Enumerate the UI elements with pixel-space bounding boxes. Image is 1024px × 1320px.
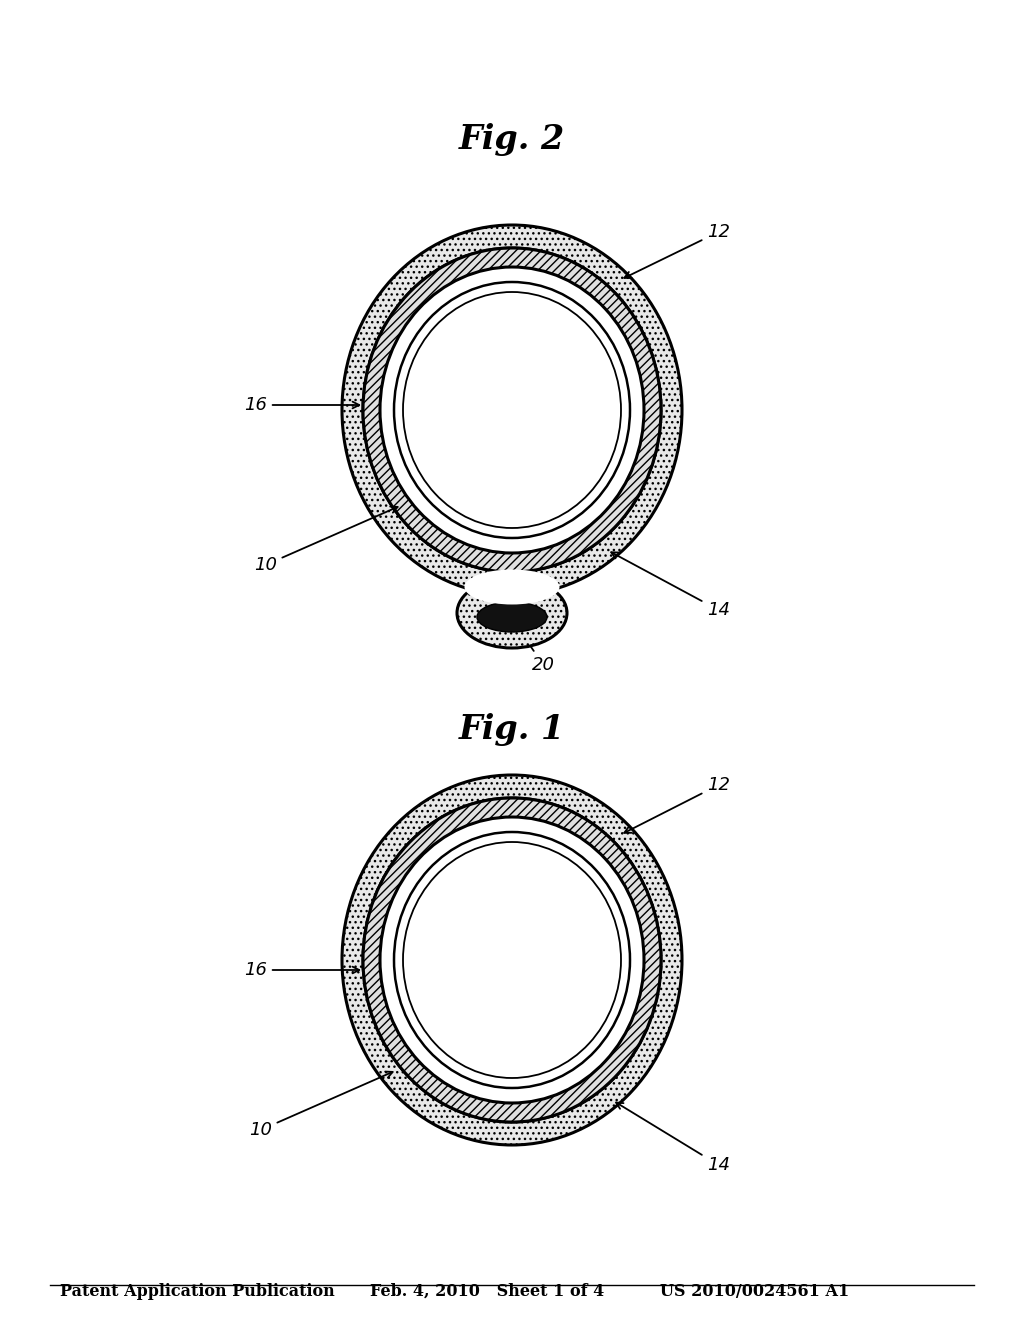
Ellipse shape <box>457 578 567 648</box>
Text: US 2010/0024561 A1: US 2010/0024561 A1 <box>660 1283 849 1300</box>
Text: 20: 20 <box>505 609 555 675</box>
Ellipse shape <box>394 282 630 539</box>
Text: 14: 14 <box>611 552 730 619</box>
Text: Fig. 1: Fig. 1 <box>459 714 565 747</box>
Ellipse shape <box>403 842 621 1078</box>
Ellipse shape <box>380 267 644 553</box>
Text: Fig. 2: Fig. 2 <box>459 124 565 157</box>
Text: 16: 16 <box>244 961 359 979</box>
Text: Feb. 4, 2010   Sheet 1 of 4: Feb. 4, 2010 Sheet 1 of 4 <box>370 1283 604 1300</box>
Text: 10: 10 <box>254 507 397 574</box>
Text: 10: 10 <box>249 1072 392 1139</box>
Ellipse shape <box>403 292 621 528</box>
Ellipse shape <box>380 817 644 1104</box>
Text: Patent Application Publication: Patent Application Publication <box>60 1283 335 1300</box>
Ellipse shape <box>342 775 682 1144</box>
Text: 12: 12 <box>625 776 730 833</box>
Ellipse shape <box>465 569 559 605</box>
Ellipse shape <box>362 799 662 1122</box>
Ellipse shape <box>362 248 662 572</box>
Text: 12: 12 <box>625 223 730 279</box>
Ellipse shape <box>362 799 662 1122</box>
Text: 16: 16 <box>244 396 359 414</box>
Ellipse shape <box>394 832 630 1088</box>
Ellipse shape <box>477 602 547 632</box>
Ellipse shape <box>362 248 662 572</box>
Text: 14: 14 <box>616 1102 730 1173</box>
Ellipse shape <box>342 224 682 595</box>
